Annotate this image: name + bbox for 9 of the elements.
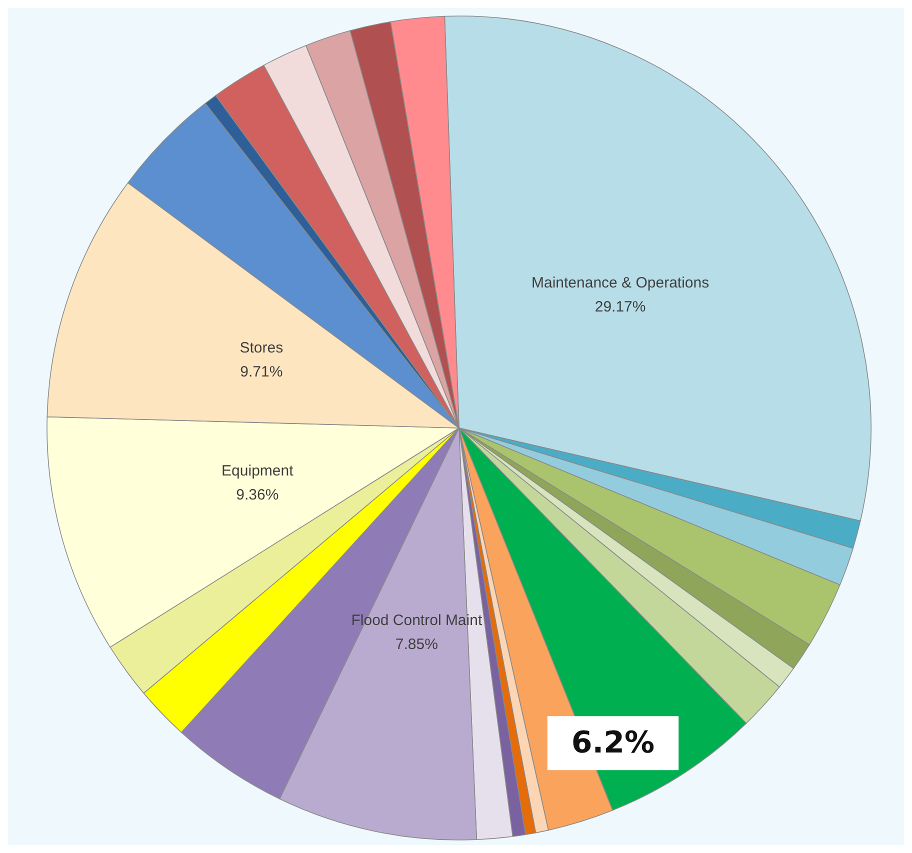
data-label: 7.85% [395,636,438,654]
data-label: 6.2% [571,726,655,761]
data-label: 9.36% [236,486,279,504]
slice-label: Equipment [222,462,294,480]
data-label: 9.71% [240,363,283,380]
slice-label: Stores [240,339,284,356]
slice-label: Maintenance & Operations [531,274,710,292]
slice-label: Flood Control Maint [351,612,483,630]
data-label: 29.17% [594,298,646,316]
